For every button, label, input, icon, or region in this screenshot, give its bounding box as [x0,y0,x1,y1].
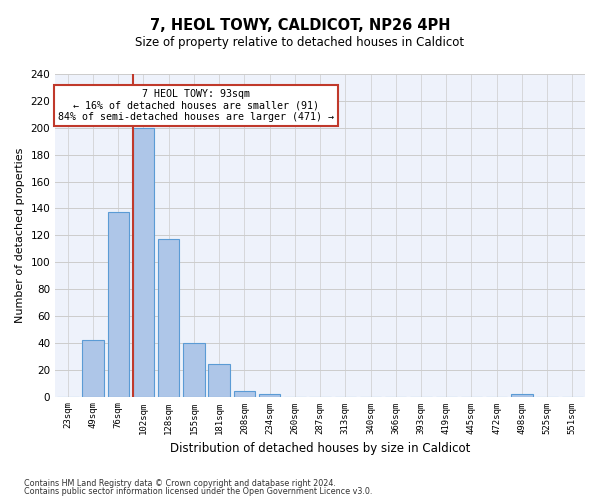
Bar [158,240,179,396]
Bar [183,343,205,396]
Y-axis label: Number of detached properties: Number of detached properties [15,148,25,323]
Bar [133,128,154,396]
Bar [259,394,280,396]
Bar [208,364,230,396]
Bar [82,340,104,396]
Text: 7, HEOL TOWY, CALDICOT, NP26 4PH: 7, HEOL TOWY, CALDICOT, NP26 4PH [150,18,450,32]
X-axis label: Distribution of detached houses by size in Caldicot: Distribution of detached houses by size … [170,442,470,455]
Text: Contains HM Land Registry data © Crown copyright and database right 2024.: Contains HM Land Registry data © Crown c… [24,478,336,488]
Text: Size of property relative to detached houses in Caldicot: Size of property relative to detached ho… [136,36,464,49]
Text: Contains public sector information licensed under the Open Government Licence v3: Contains public sector information licen… [24,487,373,496]
Bar [107,212,129,396]
Bar [233,391,255,396]
Bar [511,394,533,396]
Text: 7 HEOL TOWY: 93sqm
← 16% of detached houses are smaller (91)
84% of semi-detache: 7 HEOL TOWY: 93sqm ← 16% of detached hou… [58,88,334,122]
